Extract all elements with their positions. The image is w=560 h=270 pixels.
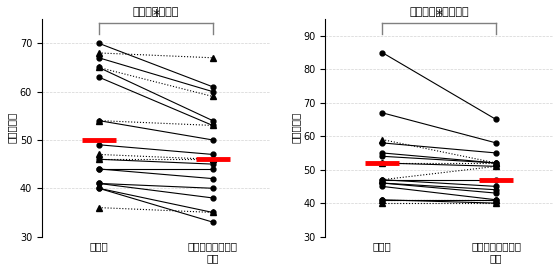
Title: 【緊張－不安】: 【緊張－不安】 [133, 7, 179, 17]
Text: *: * [152, 8, 159, 22]
Y-axis label: 標準化得点: 標準化得点 [7, 112, 17, 143]
Text: *: * [436, 8, 442, 22]
Y-axis label: 標準化得点: 標準化得点 [291, 112, 300, 143]
Title: 【抑うつ－落込み】: 【抑うつ－落込み】 [409, 7, 469, 17]
